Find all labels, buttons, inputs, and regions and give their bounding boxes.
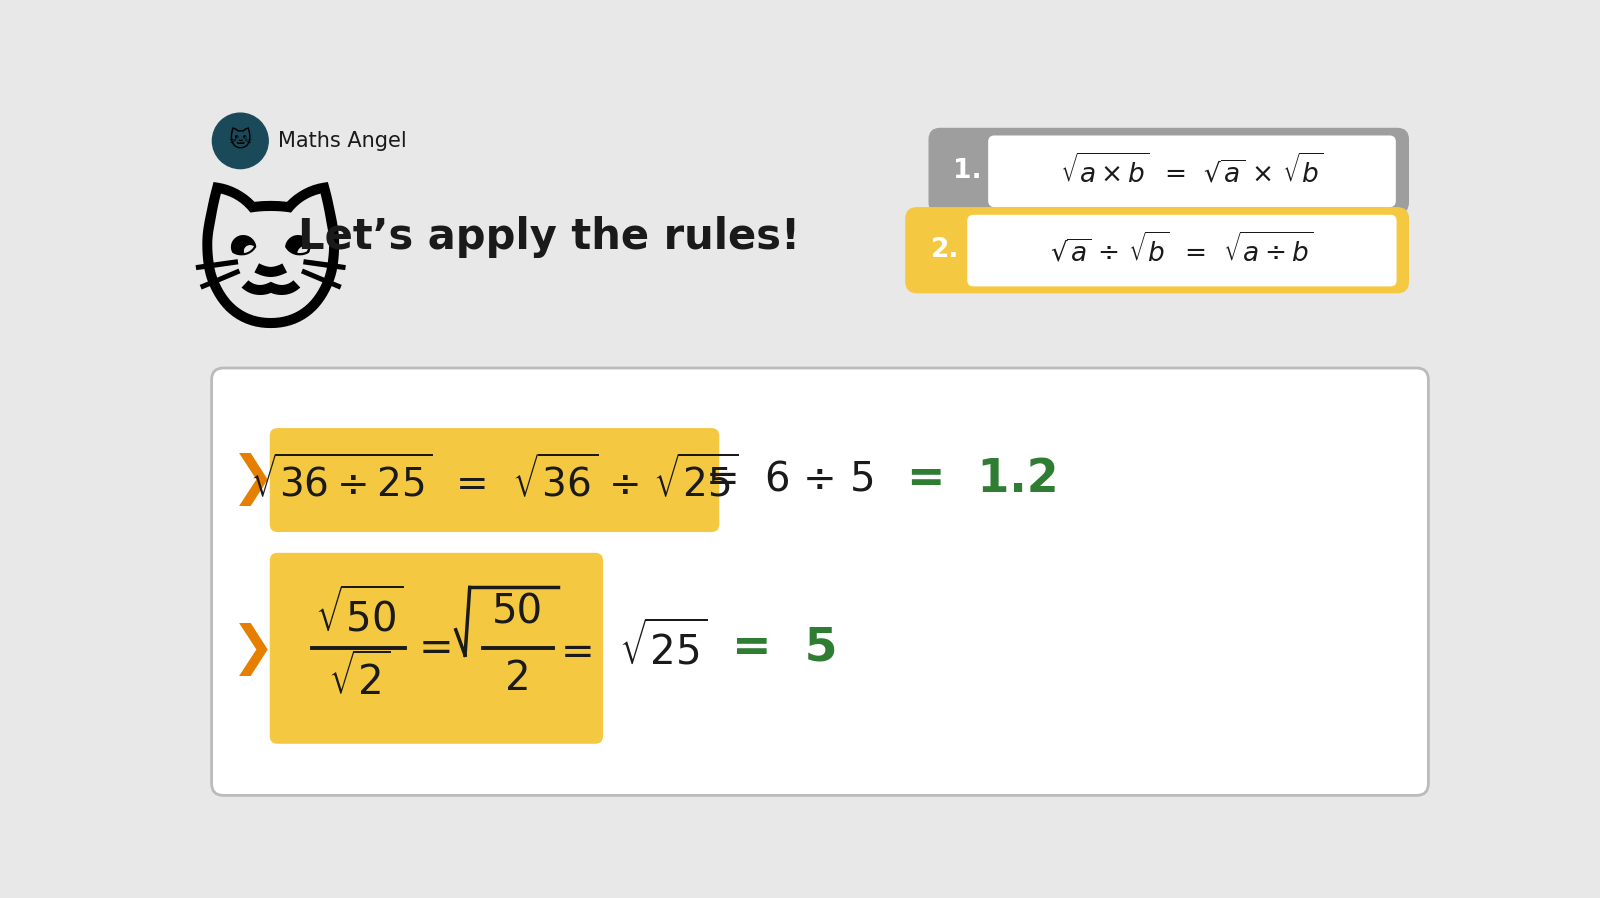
Text: 1.: 1. [954,158,981,184]
Text: =  1.2: = 1.2 [907,457,1059,502]
Text: Let’s apply the rules!: Let’s apply the rules! [298,216,800,258]
FancyBboxPatch shape [989,136,1395,207]
FancyBboxPatch shape [906,207,1410,294]
Text: 🐱: 🐱 [229,130,251,152]
Text: 2.: 2. [931,237,960,263]
Text: 🐱: 🐱 [190,201,349,350]
FancyBboxPatch shape [211,368,1429,796]
Text: 2: 2 [506,659,531,700]
Text: $\sqrt{2}$: $\sqrt{2}$ [328,655,390,704]
Text: ❯: ❯ [230,453,275,506]
Text: $\sqrt{50}$: $\sqrt{50}$ [315,588,403,640]
FancyBboxPatch shape [270,428,720,532]
Text: $\sqrt{a \times b}$  =  $\sqrt{a}$ $\times$ $\sqrt{b}$: $\sqrt{a \times b}$ = $\sqrt{a}$ $\times… [1061,154,1323,189]
Text: $\sqrt{a}$ $\div$ $\sqrt{b}$  =  $\sqrt{a \div b}$: $\sqrt{a}$ $\div$ $\sqrt{b}$ = $\sqrt{a … [1050,233,1314,268]
Text: ❯: ❯ [230,622,275,675]
Text: Maths Angel: Maths Angel [277,131,406,151]
Text: =  6 $\div$ 5: = 6 $\div$ 5 [706,460,874,499]
FancyBboxPatch shape [270,553,603,744]
Text: =: = [419,627,454,668]
Text: =  $\sqrt{25}$: = $\sqrt{25}$ [560,621,707,674]
FancyBboxPatch shape [968,215,1397,286]
FancyBboxPatch shape [928,128,1410,214]
Text: =  5: = 5 [733,625,838,670]
Circle shape [213,113,269,169]
Text: 50: 50 [493,593,544,633]
Text: $\sqrt{36 \div 25}$  =  $\sqrt{36}$ $\div$ $\sqrt{25}$: $\sqrt{36 \div 25}$ = $\sqrt{36}$ $\div$… [250,455,739,504]
